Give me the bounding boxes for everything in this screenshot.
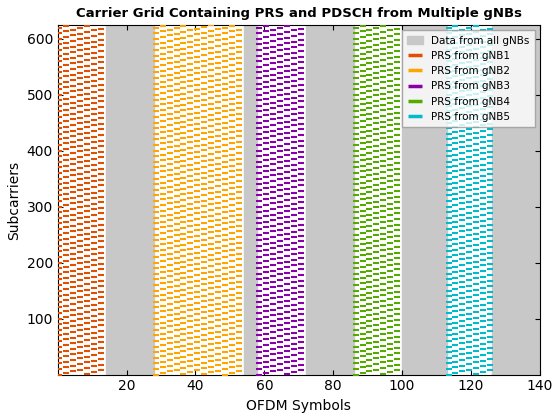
Bar [244, 25, 258, 375]
X-axis label: OFDM Symbols: OFDM Symbols [246, 399, 351, 413]
Bar [306, 25, 354, 375]
Bar [402, 25, 447, 375]
Legend: Data from all gNBs, PRS from gNB1, PRS from gNB2, PRS from gNB3, PRS from gNB4, : Data from all gNBs, PRS from gNB1, PRS f… [402, 31, 535, 127]
Y-axis label: Subcarriers: Subcarriers [7, 160, 21, 239]
Bar [106, 25, 154, 375]
Bar [492, 25, 540, 375]
Title: Carrier Grid Containing PRS and PDSCH from Multiple gNBs: Carrier Grid Containing PRS and PDSCH fr… [76, 7, 522, 20]
